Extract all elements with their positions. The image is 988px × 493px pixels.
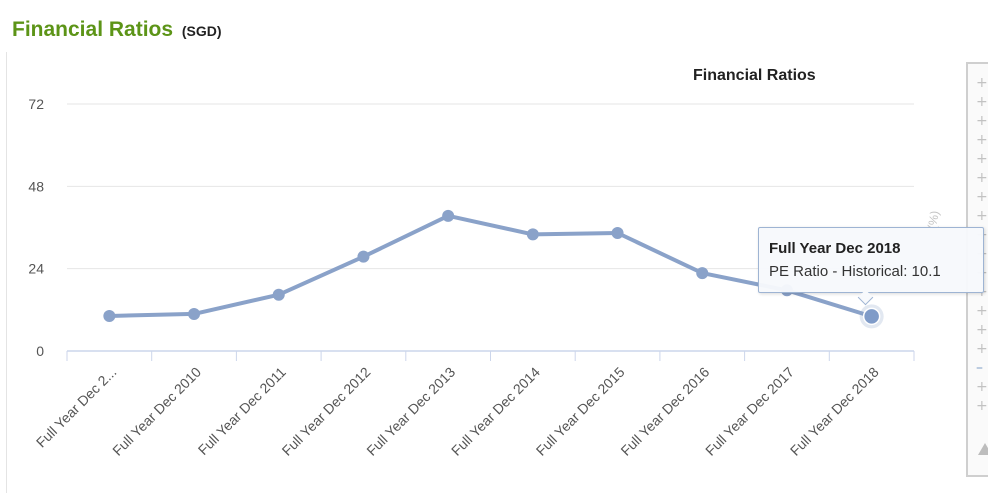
tooltip-title: Full Year Dec 2018 xyxy=(769,240,901,257)
currency-label: (SGD) xyxy=(181,23,222,39)
x-tick-label: Full Year Dec 2011 xyxy=(195,364,289,458)
x-tick-label: Full Year Dec 2012 xyxy=(279,364,374,459)
add-ratio-icon[interactable]: + xyxy=(976,151,988,167)
data-point xyxy=(188,307,201,320)
add-ratio-icon[interactable]: + xyxy=(976,379,988,395)
y-tick-label: 24 xyxy=(28,261,44,277)
x-tick-label: Full Year Dec 2... xyxy=(33,364,120,451)
page-title: Financial Ratios (SGD) xyxy=(12,18,222,42)
x-tick-label: Full Year Dec 2015 xyxy=(533,364,628,459)
add-ratio-icon[interactable]: + xyxy=(976,170,988,186)
add-ratio-icon[interactable]: + xyxy=(976,189,988,205)
x-tick-label: Full Year Dec 2018 xyxy=(787,364,882,459)
data-point xyxy=(442,209,455,222)
x-tick-label: Full Year Dec 2013 xyxy=(363,364,458,459)
add-ratio-icon[interactable]: + xyxy=(976,303,988,319)
add-ratio-icon[interactable]: + xyxy=(976,113,988,129)
chart-tooltip: Full Year Dec 2018 PE Ratio - Historical… xyxy=(758,227,984,293)
tooltip-value: PE Ratio - Historical: 10.1 xyxy=(769,263,941,280)
panel-left-border xyxy=(6,52,7,493)
data-point xyxy=(526,228,539,241)
data-point xyxy=(272,288,285,301)
y-tick-label: 48 xyxy=(28,178,44,194)
chart-title: Financial Ratios xyxy=(693,67,816,84)
y-tick-label: 72 xyxy=(28,96,44,112)
add-ratio-icon[interactable]: + xyxy=(976,132,988,148)
add-ratio-icon[interactable]: + xyxy=(976,322,988,338)
scroll-up-icon[interactable] xyxy=(978,443,988,455)
x-tick-label: Full Year Dec 2016 xyxy=(617,364,712,459)
x-tick-label: Full Year Dec 2017 xyxy=(702,364,797,459)
data-point xyxy=(611,226,624,239)
add-ratio-icon[interactable]: + xyxy=(976,208,988,224)
data-point xyxy=(357,250,370,263)
add-ratio-icon[interactable]: + xyxy=(976,341,988,357)
add-ratio-icon[interactable]: + xyxy=(976,75,988,91)
data-point xyxy=(103,310,116,323)
x-tick-label: Full Year Dec 2010 xyxy=(109,364,204,459)
page-title-text: Financial Ratios xyxy=(12,18,174,41)
data-point-highlighted xyxy=(862,307,881,326)
data-point xyxy=(696,267,709,280)
x-tick-label: Full Year Dec 2014 xyxy=(448,364,543,459)
selected-ratio-icon[interactable]: – xyxy=(976,360,983,376)
series-line xyxy=(107,213,874,319)
y-tick-label: 0 xyxy=(36,343,44,359)
add-ratio-icon[interactable]: + xyxy=(976,398,988,414)
add-ratio-icon[interactable]: + xyxy=(976,94,988,110)
